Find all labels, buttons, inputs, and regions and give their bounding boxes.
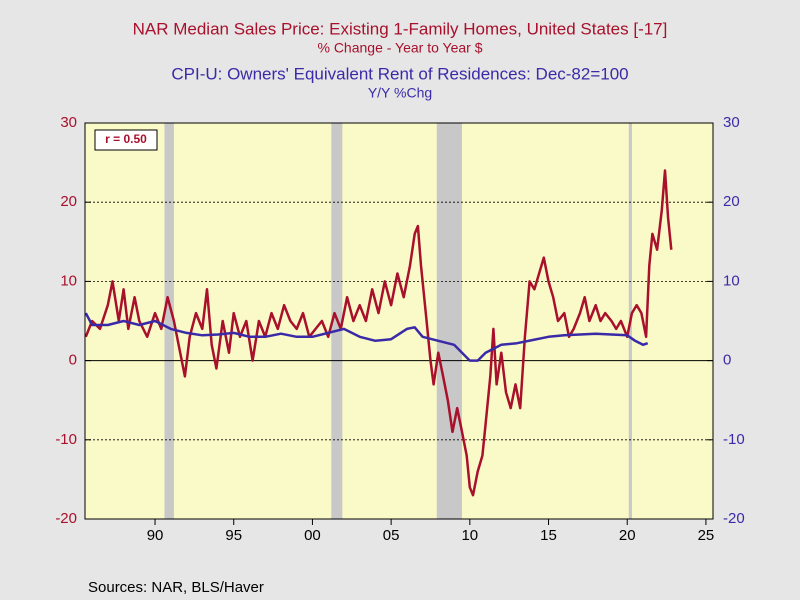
- x-tick-label: 05: [383, 527, 400, 544]
- chart-title: CPI-U: Owners' Equivalent Rent of Reside…: [171, 64, 628, 83]
- series-line: [84, 169, 673, 497]
- recession-band: [436, 123, 462, 519]
- x-tick-label: 95: [225, 527, 242, 544]
- chart-subtitle: % Change - Year to Year $: [317, 40, 482, 56]
- x-tick-label: 20: [619, 527, 636, 544]
- x-tick-label: 00: [304, 527, 321, 544]
- y2-tick-label: 10: [723, 272, 740, 289]
- annotation: r = 0.50: [105, 132, 147, 146]
- recession-band: [164, 123, 174, 519]
- x-tick-label: 15: [540, 527, 557, 544]
- chart-title: NAR Median Sales Price: Existing 1-Famil…: [133, 19, 668, 38]
- y-tick-label: -10: [55, 431, 77, 448]
- series-line: [84, 312, 649, 362]
- y-tick-label: -20: [55, 510, 77, 527]
- x-tick-label: 10: [461, 527, 478, 544]
- plot-frame: [84, 122, 714, 520]
- y2-tick-label: 20: [723, 193, 740, 210]
- y-tick-label: 0: [69, 352, 77, 369]
- y-tick-label: 10: [60, 272, 77, 289]
- annotation-box: [94, 129, 158, 151]
- x-tick-label: 90: [147, 527, 164, 544]
- chart-subtitle: Y/Y %Chg: [368, 85, 432, 101]
- plot-area: [85, 123, 713, 519]
- y2-tick-label: -20: [723, 510, 745, 527]
- y2-tick-label: 30: [723, 114, 740, 131]
- y2-tick-label: 0: [723, 352, 731, 369]
- source-note: Sources: NAR, BLS/Haver: [88, 579, 264, 596]
- y-tick-label: 20: [60, 193, 77, 210]
- x-tick-label: 25: [698, 527, 715, 544]
- y-tick-label: 30: [60, 114, 77, 131]
- y2-tick-label: -10: [723, 431, 745, 448]
